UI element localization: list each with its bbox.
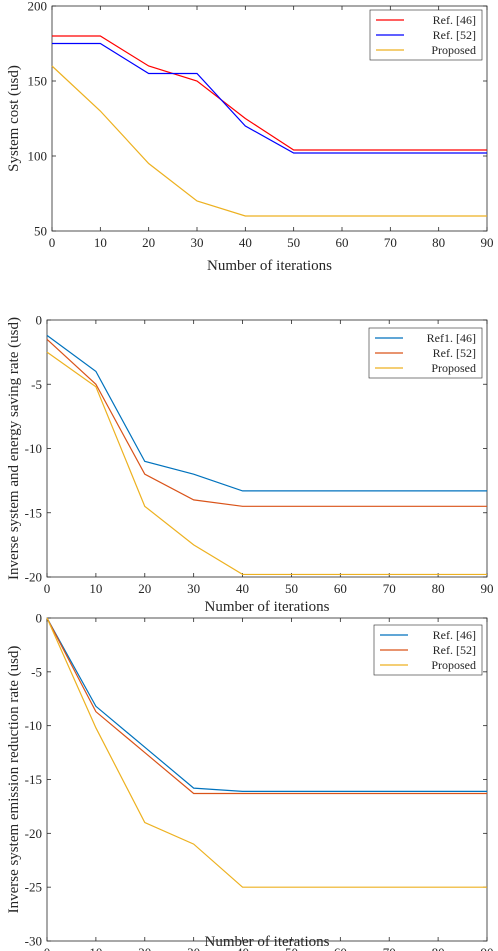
series-line-2 <box>46 617 487 795</box>
x-tick-label: 10 <box>89 581 102 596</box>
x-tick-label: 40 <box>236 581 249 596</box>
x-tick-label: 70 <box>383 945 396 951</box>
x-axis-label: Number of iterations <box>205 599 330 615</box>
x-tick-label: 0 <box>49 235 56 250</box>
x-tick-label: 70 <box>383 581 396 596</box>
x-tick-label: 0 <box>44 581 51 596</box>
x-tick-label: 40 <box>236 945 249 951</box>
chart-panel-1: 0 10 20 30 40 50 60 70 80 90 50 100 150 200 Number of … <box>6 0 494 274</box>
y-tick-label: 50 <box>34 224 47 239</box>
y-tick-label: -10 <box>25 441 42 456</box>
x-tick-label: 30 <box>187 581 200 596</box>
y-tick-label: -5 <box>31 377 42 392</box>
y-tick-label: -20 <box>25 570 42 585</box>
y-tick-label: -20 <box>25 826 42 841</box>
series-line-1 <box>46 617 487 792</box>
y-tick-label: 100 <box>28 149 48 164</box>
x-tick-label: 50 <box>287 235 300 250</box>
x-tick-label: 10 <box>94 235 107 250</box>
y-axis-label: System cost (usd) <box>6 65 22 172</box>
x-tick-label: 20 <box>138 581 151 596</box>
x-tick-label: 90 <box>481 581 494 596</box>
x-tick-label: 20 <box>138 945 151 951</box>
chart-panel-3: 0 10 20 30 40 50 60 70 80 90 -30 -25 -20 -15 -10 -5 0 Num… <box>6 611 494 951</box>
x-tick-label: 90 <box>481 235 494 250</box>
series-line-1 <box>52 35 487 151</box>
legend: Ref. [46]Ref. [52]Proposed <box>369 9 483 61</box>
x-tick-label: 60 <box>334 945 347 951</box>
legend-label: Ref. [46] <box>433 628 476 642</box>
y-tick-label: -10 <box>25 718 42 733</box>
x-tick-label: 20 <box>142 235 155 250</box>
x-tick-label: 10 <box>89 945 102 951</box>
x-tick-label: 40 <box>239 235 252 250</box>
y-tick-label: -25 <box>25 880 42 895</box>
y-tick-label: -15 <box>25 772 42 787</box>
legend: Ref. [46]Ref. [52]Proposed <box>373 624 483 676</box>
series-line-3 <box>51 65 487 217</box>
chart-panel-2: 0 10 20 30 40 50 60 70 80 90 -20 -15 -10 -5 0 Number of… <box>6 313 494 616</box>
y-tick-label: -15 <box>25 505 42 520</box>
legend-label: Proposed <box>431 43 476 57</box>
series-line-3 <box>46 617 487 888</box>
legend-label: Ref. [52] <box>433 28 476 42</box>
x-tick-label: 60 <box>334 581 347 596</box>
series-line-3 <box>46 351 487 576</box>
x-tick-label: 70 <box>384 235 397 250</box>
x-tick-label: 50 <box>285 581 298 596</box>
y-axis-label: Inverse system emission reduction rate (… <box>6 646 22 914</box>
y-tick-label: 200 <box>28 0 48 14</box>
x-tick-label: 30 <box>191 235 204 250</box>
x-axis-label: Number of iterations <box>205 934 330 950</box>
x-tick-label: 80 <box>432 235 445 250</box>
legend-label: Ref. [52] <box>433 346 476 360</box>
x-tick-label: 90 <box>481 945 494 951</box>
x-tick-label: 60 <box>336 235 349 250</box>
legend-label: Proposed <box>431 361 476 375</box>
x-tick-label: 80 <box>432 581 445 596</box>
legend: Ref1. [46]Ref. [52]Proposed <box>368 327 483 379</box>
legend-label: Ref. [46] <box>433 13 476 27</box>
x-tick-label: 80 <box>432 945 445 951</box>
series-line-2 <box>52 42 487 154</box>
legend-label: Proposed <box>431 658 476 672</box>
y-tick-label: -5 <box>31 664 42 679</box>
legend-label: Ref. [52] <box>433 643 476 657</box>
x-tick-label: 0 <box>44 945 51 951</box>
legend-box <box>369 9 483 61</box>
y-tick-label: -30 <box>25 934 42 949</box>
legend-label: Ref1. [46] <box>427 331 476 345</box>
y-tick-label: 0 <box>36 313 43 328</box>
y-axis-label: Inverse system and energy saving rate (u… <box>6 317 22 580</box>
x-tick-label: 30 <box>187 945 200 951</box>
x-tick-label: 50 <box>285 945 298 951</box>
y-tick-label: 0 <box>36 611 43 626</box>
y-tick-label: 150 <box>28 74 48 89</box>
series-line-2 <box>46 338 487 507</box>
x-axis-label: Number of iterations <box>207 258 332 274</box>
series-line-1 <box>46 334 487 492</box>
